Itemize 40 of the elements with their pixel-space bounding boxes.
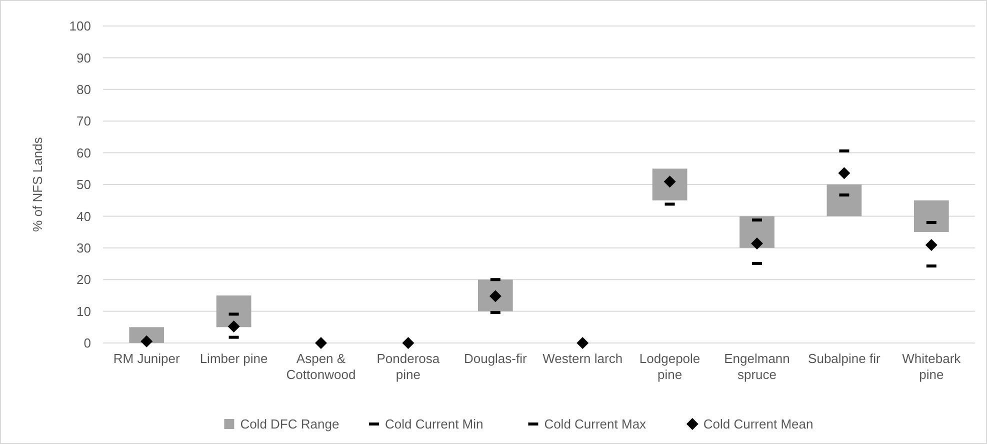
- x-tick-label: Engelmann spruce: [724, 351, 790, 382]
- y-tick-label: 80: [76, 82, 91, 97]
- point: [751, 237, 763, 250]
- y-tick-label: 30: [76, 240, 91, 256]
- y-tick-label: 20: [76, 272, 91, 288]
- bar: [914, 200, 949, 232]
- y-axis-title: % of NFS Lands: [30, 136, 45, 232]
- bar: [129, 327, 164, 343]
- x-tick-label: Western larch: [542, 351, 623, 366]
- bar: [216, 295, 252, 328]
- bar: [826, 184, 862, 216]
- legend-label: Cold Current Mean: [703, 416, 814, 432]
- y-tick-label: 50: [76, 177, 91, 192]
- x-tick-label: Douglas-fir: [464, 351, 528, 366]
- legend-label: Cold DFC Range: [240, 416, 340, 432]
- y-tick-label: 0: [84, 336, 91, 351]
- x-tick-label: Limber pine: [200, 351, 268, 366]
- legend-label: Cold Current Min: [385, 416, 484, 432]
- point: [315, 337, 327, 349]
- y-tick-label: 40: [76, 208, 91, 224]
- point: [228, 320, 240, 333]
- x-tick-label: Ponderosa pine: [376, 351, 440, 382]
- x-tick-label: Subalpine fir: [808, 351, 881, 366]
- point: [925, 239, 938, 252]
- x-tick-label: Whitebark pine: [902, 351, 962, 382]
- point: [576, 337, 589, 349]
- point: [838, 167, 850, 180]
- bar: [740, 216, 774, 248]
- y-tick-label: 100: [69, 18, 91, 34]
- point: [402, 337, 414, 349]
- x-tick-label: RM Juniper: [113, 351, 181, 366]
- y-tick-label: 70: [76, 114, 91, 129]
- bar: [478, 280, 513, 312]
- y-tick-label: 60: [76, 145, 91, 160]
- x-tick-label: Lodgepole pine: [639, 351, 700, 382]
- y-tick-label: 90: [76, 50, 91, 66]
- legend-label: Cold Current Max: [544, 416, 647, 432]
- bar: [652, 168, 688, 200]
- y-tick-label: 10: [76, 304, 91, 319]
- x-tick-label: Aspen & Cottonwood: [286, 351, 356, 382]
